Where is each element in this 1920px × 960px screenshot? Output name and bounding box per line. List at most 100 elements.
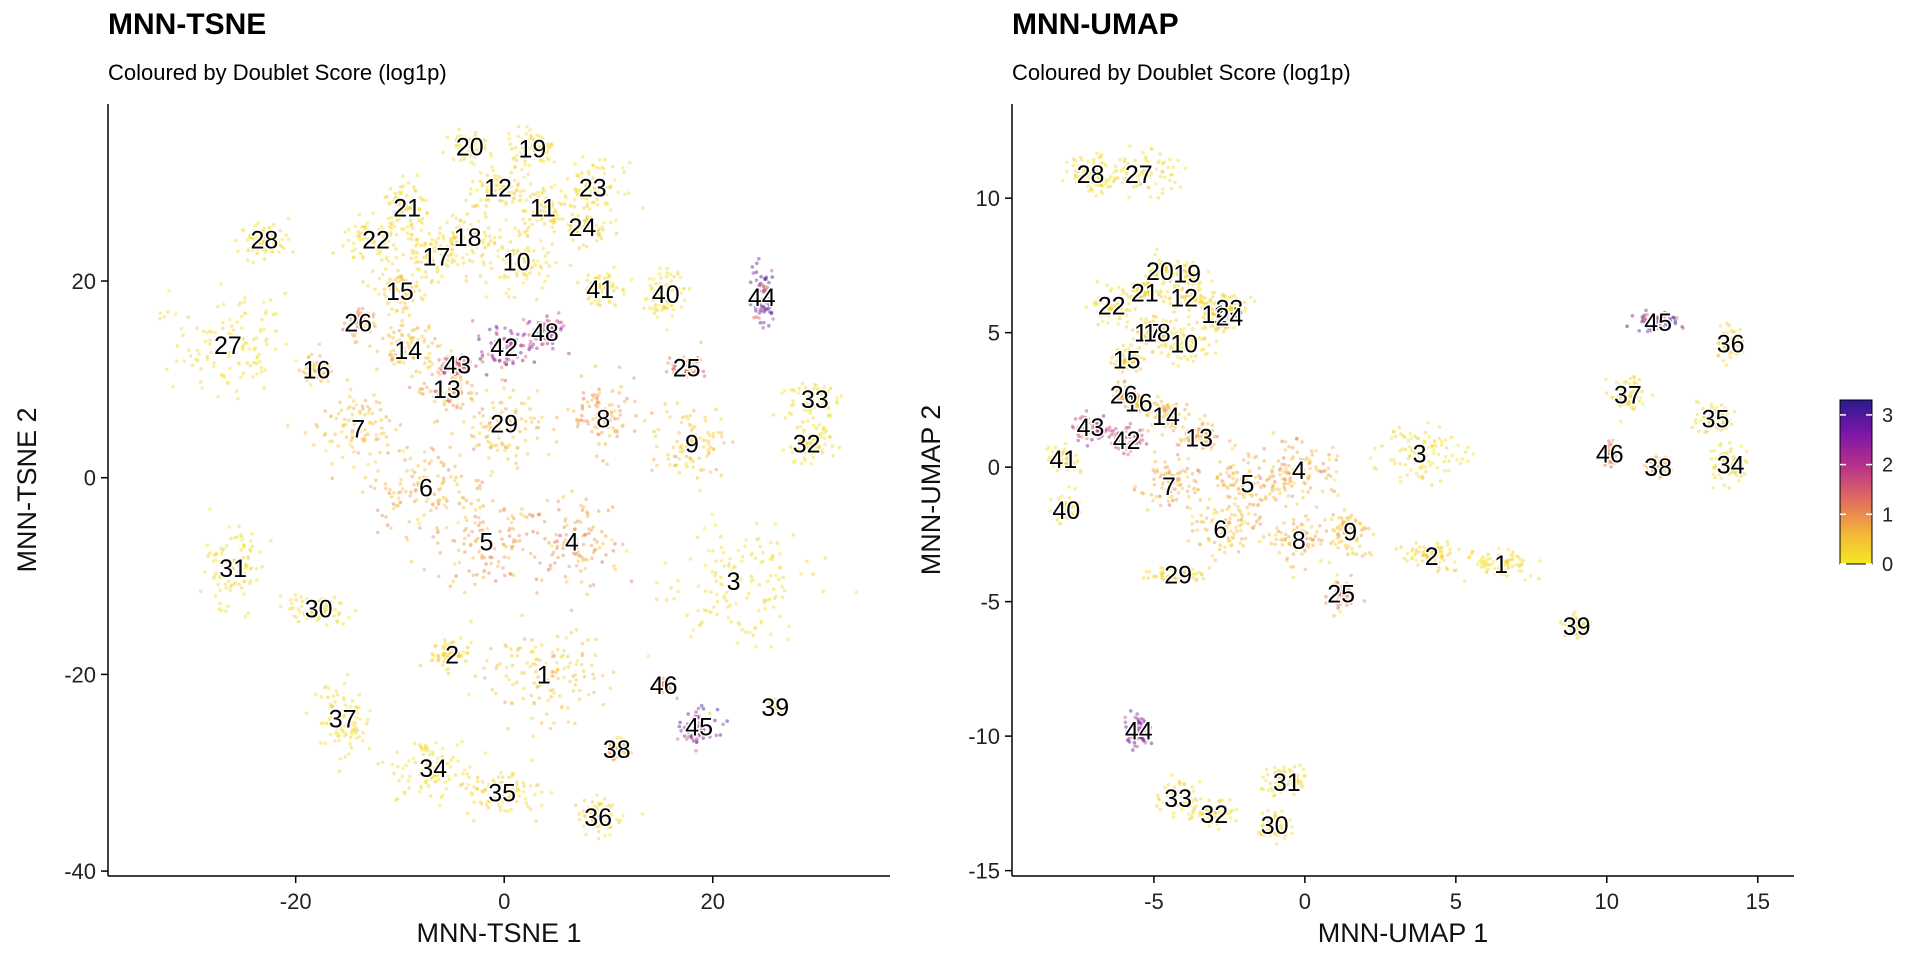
data-point (443, 658, 448, 662)
data-point (299, 595, 303, 599)
data-point (396, 503, 401, 508)
data-point (334, 689, 339, 693)
data-point (405, 469, 409, 473)
data-point (409, 336, 414, 340)
data-point (1336, 531, 1341, 536)
data-point (509, 520, 514, 525)
data-point (464, 274, 469, 279)
data-point (486, 196, 490, 201)
data-point (702, 608, 707, 612)
data-point (418, 370, 422, 374)
data-point (330, 462, 335, 466)
data-point (542, 149, 547, 154)
data-point (532, 416, 536, 421)
data-point (702, 526, 707, 531)
data-point (551, 218, 555, 223)
data-point (450, 376, 455, 380)
data-point (431, 448, 436, 452)
data-point (396, 196, 401, 200)
data-point (1349, 573, 1353, 578)
data-point (539, 721, 544, 725)
data-point (419, 786, 424, 790)
data-point (465, 380, 470, 384)
data-point (533, 153, 538, 157)
data-point (341, 622, 346, 626)
data-point (502, 275, 506, 280)
data-point (601, 702, 606, 707)
data-point (675, 463, 679, 468)
data-point (420, 221, 425, 225)
data-point (526, 263, 531, 268)
data-point (1440, 555, 1444, 559)
data-point (347, 615, 351, 620)
data-point (1288, 564, 1293, 569)
data-point (1236, 487, 1240, 492)
data-point (596, 399, 600, 404)
tsne-cluster-label-16: 16 (303, 357, 331, 385)
data-point (545, 142, 550, 146)
data-point (552, 160, 556, 164)
data-point (535, 591, 539, 595)
data-point (678, 445, 683, 450)
data-point (481, 413, 486, 418)
data-point (509, 329, 513, 333)
data-point (458, 406, 463, 411)
data-point (553, 183, 557, 187)
data-point (335, 619, 339, 623)
tsne-cluster-14-points (368, 323, 453, 379)
data-point (715, 592, 719, 597)
data-point (397, 449, 402, 453)
data-point (455, 390, 460, 395)
data-point (604, 553, 608, 557)
data-point (744, 538, 748, 542)
data-point (521, 789, 526, 794)
data-point (454, 235, 458, 239)
data-point (523, 260, 528, 265)
data-point (771, 587, 776, 591)
data-point (444, 397, 449, 402)
data-point (438, 244, 443, 248)
data-point (1215, 476, 1220, 480)
data-point (224, 586, 228, 590)
data-point (597, 401, 601, 405)
data-point (494, 666, 499, 671)
data-point (400, 209, 404, 214)
data-point (504, 200, 508, 205)
data-point (1350, 547, 1354, 551)
data-point (454, 387, 458, 392)
data-point (484, 138, 488, 143)
data-point (436, 658, 440, 663)
data-point (1310, 453, 1315, 457)
data-point (472, 415, 477, 419)
data-point (387, 418, 392, 423)
data-point (500, 199, 505, 203)
data-point (395, 750, 400, 754)
data-point (1416, 563, 1420, 567)
data-point (1180, 468, 1185, 473)
data-point (1456, 443, 1460, 448)
data-point (734, 601, 738, 606)
data-point (439, 248, 444, 253)
data-point (325, 367, 329, 371)
data-point (188, 354, 193, 358)
data-point (566, 407, 570, 412)
data-point (1358, 544, 1362, 549)
data-point (1152, 482, 1157, 487)
data-point (418, 387, 423, 391)
data-point (593, 180, 598, 184)
data-point (405, 225, 410, 229)
data-point (392, 278, 397, 283)
data-point (430, 237, 434, 242)
data-point (419, 220, 423, 224)
data-point (407, 786, 411, 790)
data-point (438, 551, 443, 555)
data-point (436, 280, 441, 285)
data-point (343, 417, 347, 422)
data-point (700, 620, 704, 624)
data-point (481, 241, 485, 245)
data-point (401, 174, 405, 179)
data-point (562, 541, 566, 545)
data-point (538, 202, 542, 206)
data-point (481, 425, 486, 429)
data-point (454, 574, 458, 578)
